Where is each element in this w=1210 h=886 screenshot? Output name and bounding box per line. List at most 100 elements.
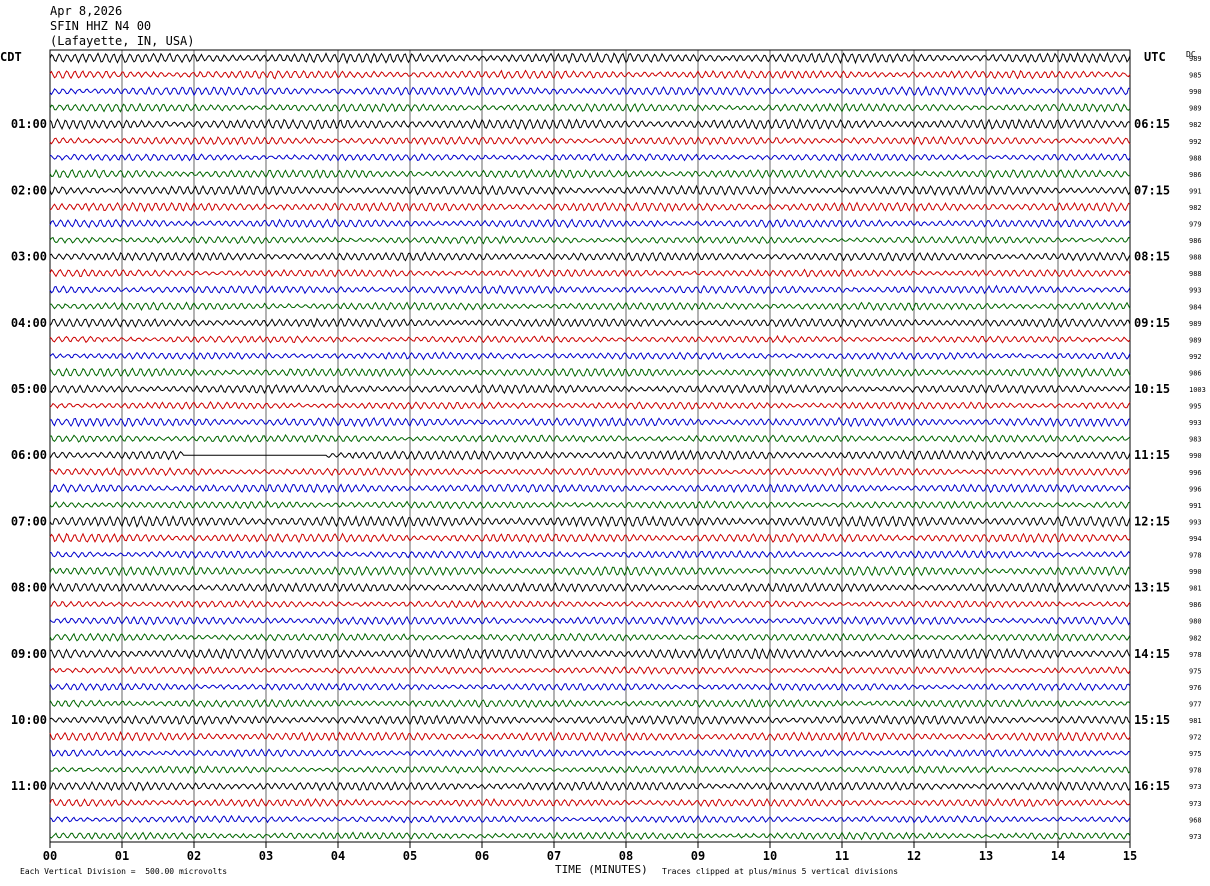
left-hour-label: 07:00 (11, 514, 47, 528)
plot-frame (49, 49, 1131, 843)
x-tick-label: 04 (331, 849, 345, 863)
right-hour-label: 16:15 (1134, 779, 1170, 793)
dc-offset-label: 973 (1189, 800, 1202, 808)
dc-offset-label: 989 (1189, 105, 1202, 113)
trace-row-12 (49, 235, 1131, 245)
trace-row-6 (49, 135, 1131, 146)
trace-row-10 (49, 201, 1131, 213)
left-hour-label: 11:00 (11, 779, 47, 793)
trace-row-16 (49, 301, 1131, 312)
dc-offset-label: 978 (1189, 767, 1202, 775)
dc-offset-label: 984 (1189, 303, 1202, 311)
left-hour-label: 09:00 (11, 647, 47, 661)
chart-station: SFIN HHZ N4 00 (50, 19, 152, 33)
dc-offset-label: 978 (1189, 552, 1202, 560)
dc-offset-label: 989 (1189, 55, 1202, 63)
dc-offset-label: 982 (1189, 634, 1202, 642)
trace-row-11 (49, 218, 1131, 229)
trace-row-33 (49, 581, 1131, 593)
right-hour-label: 13:15 (1134, 581, 1170, 595)
x-tick-label: 02 (187, 849, 201, 863)
x-tick-label: 05 (403, 849, 417, 863)
dc-offset-label: 977 (1189, 700, 1202, 708)
trace-row-35 (49, 615, 1131, 626)
x-tick-label: 03 (259, 849, 273, 863)
dc-column-label: DC (1186, 50, 1196, 59)
dc-offset-label: 992 (1189, 353, 1202, 361)
scale-note: Each Vertical Division = 500.00 microvol… (20, 867, 228, 876)
trace-row-20 (49, 367, 1131, 378)
dc-offset-label: 979 (1189, 221, 1202, 229)
x-tick-label: 12 (907, 849, 921, 863)
x-tick-label: 09 (691, 849, 705, 863)
trace-row-26 (49, 466, 1131, 477)
dc-offset-label: 996 (1189, 485, 1202, 493)
x-tick-label: 07 (547, 849, 561, 863)
trace-row-27 (49, 483, 1131, 494)
dc-offset-label: 989 (1189, 336, 1202, 344)
dc-offset-label: 978 (1189, 651, 1202, 659)
trace-row-44 (49, 765, 1131, 775)
trace-row-25 (49, 449, 1131, 461)
left-hour-label: 01:00 (11, 117, 47, 131)
right-hour-label: 11:15 (1134, 448, 1170, 462)
dc-offset-label: 972 (1189, 734, 1202, 742)
trace-row-24 (49, 434, 1131, 443)
trace-row-36 (49, 632, 1131, 642)
right-hour-label: 14:15 (1134, 647, 1170, 661)
dc-offset-label: 988 (1189, 270, 1202, 278)
x-tick-label: 01 (115, 849, 129, 863)
trace-row-30 (49, 532, 1131, 544)
dc-offset-label: 1003 (1189, 386, 1206, 394)
trace-row-2 (49, 69, 1131, 80)
x-tick-label: 15 (1123, 849, 1137, 863)
dc-offset-label: 986 (1189, 237, 1202, 245)
trace-row-29 (49, 515, 1131, 528)
right-hour-label: 15:15 (1134, 713, 1170, 727)
right-hour-label: 12:15 (1134, 514, 1170, 528)
trace-row-34 (49, 599, 1131, 609)
dc-offset-label: 990 (1189, 88, 1202, 96)
trace-row-32 (49, 565, 1131, 577)
dc-offset-label: 983 (1189, 436, 1202, 444)
trace-row-14 (49, 268, 1131, 278)
chart-location: (Lafayette, IN, USA) (50, 34, 195, 48)
trace-row-38 (49, 666, 1131, 675)
dc-offset-label: 968 (1189, 816, 1202, 824)
left-hour-label: 08:00 (11, 581, 47, 595)
left-hour-label: 03:00 (11, 250, 47, 264)
dc-offset-label: 985 (1189, 72, 1202, 80)
trace-row-42 (49, 730, 1131, 742)
dc-offset-label: 986 (1189, 601, 1202, 609)
left-hour-label: 05:00 (11, 382, 47, 396)
x-tick-label: 13 (979, 849, 993, 863)
trace-row-31 (49, 549, 1131, 560)
trace-row-3 (49, 85, 1131, 97)
dc-offset-label: 995 (1189, 403, 1202, 411)
right-hour-label: 06:15 (1134, 117, 1170, 131)
trace-row-7 (49, 153, 1131, 162)
dc-offset-label: 975 (1189, 667, 1202, 675)
trace-row-39 (49, 682, 1131, 692)
dc-offset-label: 982 (1189, 121, 1202, 129)
trace-row-1 (49, 51, 1131, 65)
trace-row-23 (50, 416, 1131, 428)
left-hour-label: 02:00 (11, 183, 47, 197)
trace-row-41 (49, 714, 1131, 726)
right-hour-label: 10:15 (1134, 382, 1170, 396)
dc-offset-label: 976 (1189, 684, 1202, 692)
left-timezone-label: CDT (0, 50, 22, 64)
x-tick-label: 08 (619, 849, 633, 863)
trace-row-18 (49, 334, 1131, 344)
left-hour-label: 10:00 (11, 713, 47, 727)
right-hour-label: 07:15 (1134, 183, 1170, 197)
dc-offset-label: 993 (1189, 287, 1202, 295)
dc-offset-label: 996 (1189, 469, 1202, 477)
trace-row-37 (49, 647, 1131, 661)
clip-note: Traces clipped at plus/minus 5 vertical … (662, 867, 899, 876)
dc-offset-label: 982 (1189, 204, 1202, 212)
trace-row-48 (49, 831, 1131, 841)
trace-row-8 (49, 168, 1130, 179)
x-tick-label: 06 (475, 849, 489, 863)
dc-offset-label: 981 (1189, 585, 1202, 593)
